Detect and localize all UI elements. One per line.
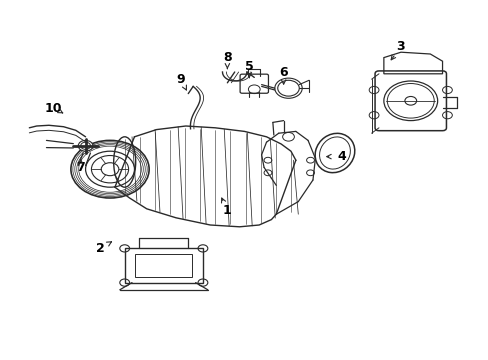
Text: 4: 4: [337, 150, 346, 163]
Text: 3: 3: [396, 40, 405, 53]
Text: 2: 2: [96, 242, 104, 255]
Text: 7: 7: [76, 161, 85, 174]
Text: 10: 10: [45, 102, 62, 114]
Text: 1: 1: [223, 204, 231, 217]
Circle shape: [78, 140, 93, 151]
Text: 6: 6: [279, 66, 287, 78]
Text: 9: 9: [176, 73, 185, 86]
Text: 5: 5: [244, 60, 253, 73]
Text: 8: 8: [223, 51, 231, 64]
